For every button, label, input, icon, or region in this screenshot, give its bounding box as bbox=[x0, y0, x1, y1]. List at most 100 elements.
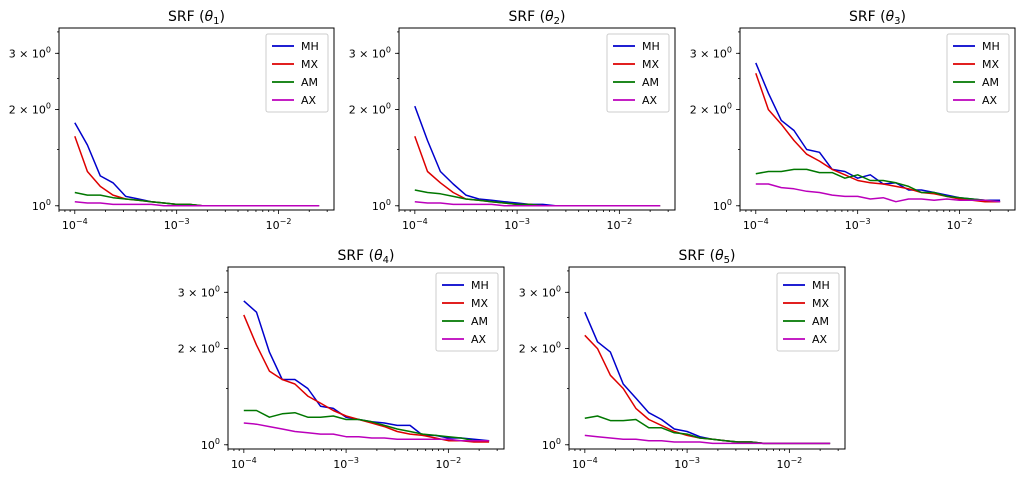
y-tick-exponent: 0 bbox=[386, 45, 391, 54]
y-tick-base: 2 × 10 bbox=[178, 343, 215, 356]
y-tick-label: 2 × 100 bbox=[178, 341, 220, 356]
x-tick-label: 10−3 bbox=[164, 217, 190, 232]
legend: MH MX AM AX bbox=[265, 33, 329, 113]
plot-frame bbox=[568, 266, 846, 450]
chart-title: SRF (θ4) bbox=[337, 248, 394, 266]
y-tick-base: 2 × 10 bbox=[9, 104, 46, 117]
y-tick-base: 10 bbox=[32, 200, 46, 213]
y-tick-exponent: 0 bbox=[727, 198, 732, 207]
y-tick-exponent: 0 bbox=[727, 102, 732, 111]
x-tick-exponent: −3 bbox=[347, 456, 359, 465]
y-tick-label: 100 bbox=[372, 198, 391, 213]
legend-label: AX bbox=[471, 333, 487, 346]
legend-label: AM bbox=[471, 315, 488, 328]
legend-label: MX bbox=[301, 58, 318, 71]
y-tick-label: 3 × 100 bbox=[690, 45, 732, 60]
title-theta-symbol: θ bbox=[886, 9, 895, 25]
series-line-ax bbox=[243, 422, 490, 442]
legend-label: MH bbox=[642, 40, 660, 53]
title-close-paren: ) bbox=[220, 9, 225, 25]
legend-label: MH bbox=[471, 279, 489, 292]
title-theta-symbol: θ bbox=[545, 9, 554, 25]
x-tick-exponent: −3 bbox=[178, 217, 190, 226]
x-tick-exponent: −3 bbox=[859, 217, 871, 226]
title-subscript: 1 bbox=[213, 16, 219, 27]
x-tick-label: 10−3 bbox=[504, 217, 530, 232]
x-tick-exponent: −2 bbox=[790, 456, 802, 465]
x-tick-exponent: −2 bbox=[620, 217, 632, 226]
x-tick-label: 10−4 bbox=[231, 456, 257, 471]
y-tick-label: 3 × 100 bbox=[9, 45, 51, 60]
title-close-paren: ) bbox=[389, 248, 394, 264]
y-tick-exponent: 0 bbox=[215, 284, 220, 293]
series-line-am bbox=[414, 189, 661, 207]
x-tick-label: 10−2 bbox=[435, 456, 461, 471]
x-tick-base: 10 bbox=[402, 219, 416, 232]
y-tick-exponent: 0 bbox=[215, 437, 220, 446]
y-tick-base: 10 bbox=[542, 439, 556, 452]
legend-label: AX bbox=[982, 94, 998, 107]
x-tick-label: 10−2 bbox=[776, 456, 802, 471]
legend: MH MX AM AX bbox=[606, 33, 670, 113]
x-tick-label: 10−2 bbox=[266, 217, 292, 232]
x-tick-base: 10 bbox=[62, 219, 76, 232]
legend-label: MH bbox=[301, 40, 319, 53]
x-tick-exponent: −4 bbox=[245, 456, 257, 465]
title-subscript: 4 bbox=[383, 255, 389, 266]
title-text: SRF ( bbox=[678, 248, 715, 264]
y-tick-label: 100 bbox=[713, 198, 732, 213]
y-tick-exponent: 0 bbox=[556, 284, 561, 293]
x-tick-label: 10−3 bbox=[333, 456, 359, 471]
x-tick-exponent: −3 bbox=[518, 217, 530, 226]
legend-box bbox=[435, 272, 499, 352]
x-tick-base: 10 bbox=[266, 219, 280, 232]
series-line-mx bbox=[74, 136, 320, 207]
x-tick-base: 10 bbox=[776, 458, 790, 471]
chart-title: SRF (θ1) bbox=[168, 9, 225, 27]
y-tick-base: 10 bbox=[201, 439, 215, 452]
x-tick-exponent: −2 bbox=[280, 217, 292, 226]
x-tick-base: 10 bbox=[743, 219, 757, 232]
y-tick-exponent: 0 bbox=[46, 102, 51, 111]
title-theta-symbol: θ bbox=[205, 9, 214, 25]
chart-title: SRF (θ5) bbox=[678, 248, 735, 266]
y-tick-label: 3 × 100 bbox=[349, 45, 391, 60]
y-tick-base: 3 × 10 bbox=[178, 286, 215, 299]
series-line-mx bbox=[755, 72, 1001, 203]
series-line-ax bbox=[584, 434, 831, 445]
y-tick-label: 2 × 100 bbox=[690, 102, 732, 117]
y-tick-base: 3 × 10 bbox=[519, 286, 556, 299]
chart-title: SRF (θ2) bbox=[508, 9, 565, 27]
y-tick-label: 2 × 100 bbox=[519, 341, 561, 356]
x-tick-exponent: −2 bbox=[449, 456, 461, 465]
x-tick-base: 10 bbox=[674, 458, 688, 471]
legend-label: AX bbox=[301, 94, 317, 107]
legend-label: MH bbox=[812, 279, 830, 292]
y-tick-exponent: 0 bbox=[727, 45, 732, 54]
legend-label: MX bbox=[471, 297, 488, 310]
y-tick-exponent: 0 bbox=[46, 198, 51, 207]
y-tick-exponent: 0 bbox=[46, 45, 51, 54]
y-tick-label: 3 × 100 bbox=[178, 284, 220, 299]
legend: MH MX AM AX bbox=[946, 33, 1010, 113]
y-tick-base: 3 × 10 bbox=[349, 47, 386, 60]
series-line-ax bbox=[414, 200, 661, 207]
y-tick-base: 3 × 10 bbox=[690, 47, 727, 60]
chart-title: SRF (θ3) bbox=[849, 9, 906, 27]
y-tick-exponent: 0 bbox=[556, 437, 561, 446]
y-tick-label: 100 bbox=[32, 198, 51, 213]
series-line-ax bbox=[755, 183, 1001, 203]
x-tick-label: 10−2 bbox=[606, 217, 632, 232]
x-tick-label: 10−4 bbox=[62, 217, 88, 232]
series-line-ax bbox=[74, 200, 320, 207]
y-tick-base: 3 × 10 bbox=[9, 47, 46, 60]
x-tick-base: 10 bbox=[231, 458, 245, 471]
y-tick-exponent: 0 bbox=[556, 341, 561, 350]
legend-label: AX bbox=[812, 333, 828, 346]
x-tick-base: 10 bbox=[164, 219, 178, 232]
